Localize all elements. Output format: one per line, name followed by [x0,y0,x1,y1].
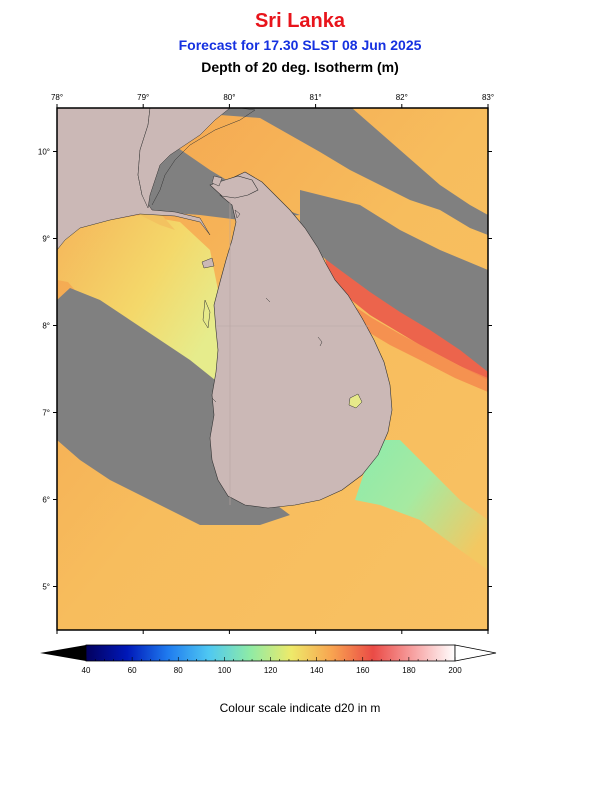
map-frame [56,107,489,631]
lon-tick-label: 82° [396,93,408,102]
forecast-time: Forecast for 17.30 SLST 08 Jun 2025 [178,37,422,53]
colorbar-tick-label: 200 [448,666,462,675]
colorbar: 40 60 80 100 120 140 160 180 200 [40,644,497,675]
colorbar-tick-label: 180 [402,666,416,675]
no-data-east [300,190,488,372]
latitude-axis: 10° 9° 8° 7° 6° 5° [38,148,492,592]
colorbar-tick-label: 40 [82,666,91,675]
colorbar-tick-label: 140 [310,666,324,675]
no-data-northeast [160,108,488,235]
sri-lanka-land [209,171,393,509]
colorbar-tick-label: 120 [264,666,278,675]
colorbar-tick-label: 80 [174,666,183,675]
lat-tick-label: 9° [42,235,50,244]
colorbar-tick-label: 100 [218,666,232,675]
lon-tick-label: 80° [223,93,235,102]
lat-tick-label: 6° [42,496,50,505]
colorbar-high-arrow [454,644,497,662]
map-body [57,108,488,630]
gulf-of-mannar [57,215,222,380]
lat-tick-label: 8° [42,322,50,331]
colorbar-tick-label: 60 [128,666,137,675]
lon-tick-label: 81° [310,93,322,102]
map-title: Sri Lanka [254,10,346,32]
longitude-axis: 78° 79° 80° 81° 82° 83° [51,93,494,634]
lon-tick-label: 78° [51,93,63,102]
lon-tick-label: 79° [137,93,149,102]
colorbar-tick-label: 160 [356,666,370,675]
lat-tick-label: 10° [38,148,50,157]
lon-tick-label: 83° [482,93,494,102]
lat-tick-label: 5° [42,583,50,592]
colorbar-caption: Colour scale indicate d20 in m [219,701,381,715]
variable-title: Depth of 20 deg. Isotherm (m) [201,59,399,75]
lat-tick-label: 7° [42,409,50,418]
low-d20-zone [355,440,488,570]
colorbar-low-arrow [40,645,86,661]
